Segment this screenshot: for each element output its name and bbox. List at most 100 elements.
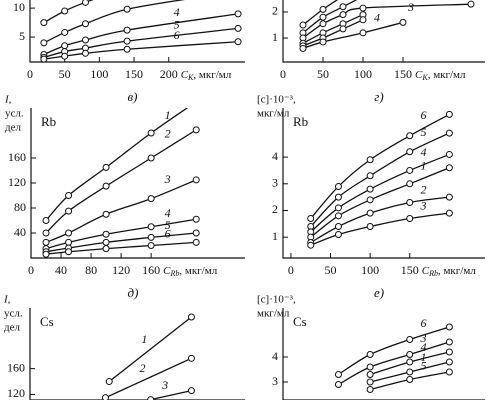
y-axis-label: [c]·10⁻³, — [257, 294, 296, 306]
data-point — [299, 21, 307, 29]
y-tick-label: 10 — [13, 0, 25, 14]
curve — [302, 19, 364, 47]
y-axis-label: мкг/мл — [257, 308, 290, 320]
data-point — [366, 371, 374, 378]
data-point — [65, 248, 73, 256]
data-point — [105, 378, 113, 386]
data-point — [366, 378, 374, 386]
plot-area: 456 — [40, 0, 242, 62]
data-point — [445, 129, 453, 137]
data-point — [299, 44, 307, 52]
curve-label: 3 — [164, 172, 171, 186]
data-point — [102, 238, 110, 246]
data-point — [123, 45, 131, 53]
y-axis-label: [c]·10⁻³, — [257, 94, 296, 106]
curve — [105, 357, 192, 399]
plot-area: 34 — [299, 0, 475, 52]
data-point — [81, 0, 89, 6]
data-point — [339, 3, 347, 11]
data-point — [192, 229, 200, 237]
data-point — [187, 313, 195, 321]
y-tick-label: 2 — [272, 4, 278, 18]
x-label-sub: Rb — [428, 269, 438, 278]
data-point — [334, 193, 342, 201]
curve — [150, 389, 192, 400]
data-point — [319, 5, 327, 13]
panel: 120 160 Cs I, усл. дел 1 2 3 — [3, 294, 245, 400]
plot-area: 6 5 41 2 3 — [307, 108, 453, 249]
data-point — [81, 49, 89, 57]
data-point — [406, 368, 414, 376]
curve-label: 1 — [141, 332, 147, 346]
y-tick-label: 5 — [19, 29, 25, 43]
x-axis-label: CRb, мкг/мл — [422, 265, 477, 278]
data-point — [307, 214, 315, 222]
curve — [302, 3, 472, 39]
panel-caption: е) — [374, 285, 384, 300]
x-tick-label: 80 — [85, 263, 97, 277]
data-point — [406, 180, 414, 188]
x-label-symbol: C — [181, 69, 189, 81]
element-label: Rb — [293, 114, 308, 129]
data-point — [406, 351, 414, 358]
axis — [29, 308, 245, 400]
x-tick-label: 120 — [112, 263, 130, 277]
data-point — [406, 214, 414, 222]
data-point — [147, 195, 155, 203]
x-tick-label: 0 — [28, 263, 34, 277]
curve — [310, 167, 450, 238]
data-point — [40, 55, 48, 62]
x-label-symbol: C — [415, 69, 423, 81]
y-axis-label: мкг/мл — [257, 108, 290, 120]
panel-caption: в) — [128, 89, 138, 104]
data-point — [406, 336, 414, 343]
y-tick-label: 160 — [8, 150, 26, 164]
curve-label: 5 — [421, 125, 427, 139]
curve-label: 4 — [165, 206, 171, 220]
element-label: Cs — [40, 314, 54, 329]
curve-label: 2 — [165, 127, 171, 141]
y-tick-label: 2 — [272, 202, 278, 216]
x-tick-label: 150 — [125, 67, 143, 81]
data-point — [102, 210, 110, 218]
curve-label: 2 — [421, 183, 427, 197]
curve-label: 6 — [421, 108, 427, 122]
curve — [338, 326, 450, 376]
data-point — [147, 154, 155, 162]
data-point — [193, 99, 199, 105]
curve — [302, 0, 358, 34]
data-point — [445, 209, 453, 217]
data-point — [102, 245, 110, 253]
curve-label: 5 — [165, 218, 171, 232]
data-point — [445, 348, 453, 356]
data-point — [445, 193, 453, 201]
curve-label: 4 — [421, 145, 427, 159]
x-tick-label: 0 — [288, 263, 294, 277]
data-point — [445, 110, 453, 118]
curve — [45, 108, 189, 221]
curve-label: 6 — [421, 316, 427, 330]
data-point — [334, 231, 342, 239]
data-point — [339, 11, 347, 19]
data-point — [467, 0, 475, 8]
data-point — [61, 52, 69, 60]
axis — [282, 108, 485, 259]
data-point — [399, 18, 407, 26]
data-point — [334, 371, 342, 378]
y-axis-label: I, — [3, 294, 11, 306]
panel: 120 50 100 150 CK, мкг/млг)34 — [272, 0, 485, 104]
x-tick-label: 200 — [160, 67, 178, 81]
y-tick-label: 160 — [7, 360, 25, 374]
data-point — [366, 223, 374, 231]
x-tick-label: 150 — [394, 67, 412, 81]
data-point — [147, 396, 155, 400]
curve-label: 1 — [421, 159, 427, 173]
curve-label: 5 — [421, 359, 427, 373]
data-point — [42, 238, 50, 246]
x-label-unit: , мкг/мл — [438, 265, 476, 277]
data-point — [42, 229, 50, 237]
curve — [108, 316, 192, 383]
y-tick-label: 40 — [14, 225, 26, 239]
curve-label: 3 — [161, 378, 168, 392]
